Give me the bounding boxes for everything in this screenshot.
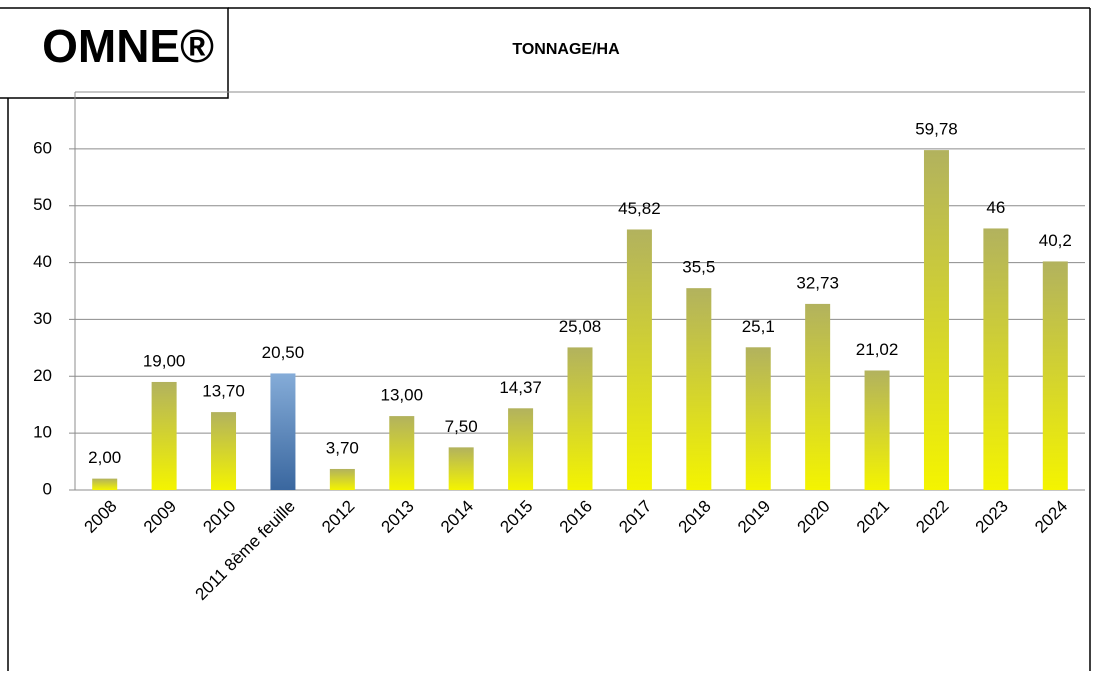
y-tick-label: 30 xyxy=(33,309,52,328)
bar xyxy=(270,373,296,490)
value-label: 21,02 xyxy=(856,340,899,359)
bar xyxy=(448,447,474,490)
y-tick-label: 50 xyxy=(33,195,52,214)
value-label: 2,00 xyxy=(88,448,121,467)
y-tick-label: 10 xyxy=(33,423,52,442)
bar xyxy=(686,288,712,490)
bar xyxy=(329,468,355,490)
bar xyxy=(508,408,534,490)
y-tick-label: 60 xyxy=(33,138,52,157)
bar xyxy=(626,229,652,490)
value-label: 25,1 xyxy=(742,317,775,336)
y-tick-label: 0 xyxy=(43,479,52,498)
value-label: 13,00 xyxy=(380,386,423,405)
logo: OMNE® xyxy=(42,20,214,72)
logo-box xyxy=(0,7,229,99)
bar xyxy=(983,228,1009,490)
bar xyxy=(567,347,593,490)
bar xyxy=(389,416,415,490)
value-label: 13,70 xyxy=(202,382,245,401)
value-label: 25,08 xyxy=(559,317,602,336)
bar xyxy=(923,150,949,490)
value-label: 45,82 xyxy=(618,199,661,218)
bar xyxy=(864,370,890,490)
chart-title: TONNAGE/HA xyxy=(512,41,620,58)
value-label: 19,00 xyxy=(143,351,186,370)
value-label: 7,50 xyxy=(445,417,478,436)
value-label: 14,37 xyxy=(499,378,542,397)
value-label: 40,2 xyxy=(1039,231,1072,250)
bar xyxy=(745,347,771,490)
y-tick-label: 20 xyxy=(33,366,52,385)
bar xyxy=(211,412,237,490)
value-label: 20,50 xyxy=(262,343,305,362)
bar xyxy=(1042,261,1068,490)
value-label: 59,78 xyxy=(915,120,958,139)
bar xyxy=(151,381,177,490)
value-label: 3,70 xyxy=(326,438,359,457)
y-tick-label: 40 xyxy=(33,252,52,271)
bar xyxy=(805,303,831,490)
bar xyxy=(92,478,118,490)
value-label: 32,73 xyxy=(796,273,839,292)
value-label: 35,5 xyxy=(682,258,715,277)
value-label: 46 xyxy=(986,198,1005,217)
